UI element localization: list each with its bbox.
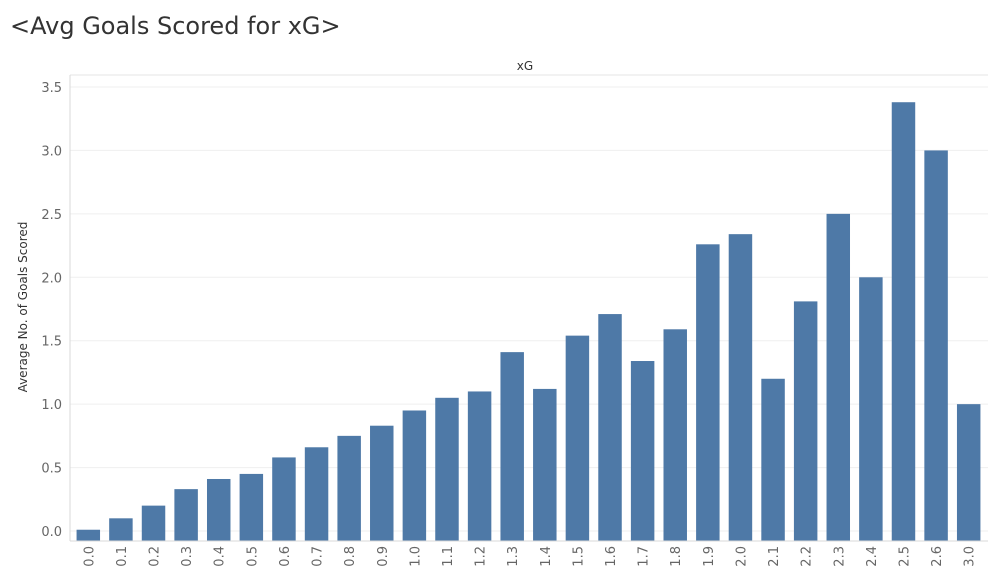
- y-axis-title: Average No. of Goals Scored: [16, 222, 30, 393]
- bar[interactable]: [76, 529, 101, 541]
- x-tick-label: 2.1: [767, 546, 782, 567]
- x-tick-label: 2.3: [832, 546, 847, 567]
- bar[interactable]: [565, 335, 590, 541]
- bar[interactable]: [272, 457, 296, 541]
- y-tick-label: 2.0: [41, 271, 62, 286]
- x-tick-label: 1.9: [702, 546, 717, 567]
- bar[interactable]: [435, 397, 459, 541]
- bar[interactable]: [141, 505, 166, 541]
- x-tick-label: 0.1: [115, 546, 130, 567]
- gridlines: [70, 86, 988, 532]
- y-tick-label: 3.5: [41, 81, 62, 96]
- x-tick-label: 2.5: [897, 546, 912, 567]
- x-tick-label: 1.5: [571, 546, 586, 567]
- bar[interactable]: [239, 473, 264, 541]
- bar[interactable]: [696, 244, 720, 541]
- x-axis-ticks: 0.0 0.1 0.2 0.3 0.4 0.5 0.6 0.7 0.8 0.9 1.0 1.1 1.2 1…: [82, 546, 977, 567]
- x-tick-label: 0.8: [343, 546, 358, 567]
- x-tick-label: 2.4: [865, 546, 880, 567]
- bar[interactable]: [956, 404, 981, 541]
- bar[interactable]: [109, 518, 133, 541]
- bar[interactable]: [793, 301, 818, 541]
- bar[interactable]: [761, 378, 785, 541]
- y-tick-label: 0.5: [41, 462, 62, 477]
- x-tick-label: 0.9: [376, 546, 391, 567]
- x-tick-label: 0.2: [148, 546, 163, 567]
- x-tick-label: 1.1: [441, 546, 456, 567]
- x-tick-label: 3.0: [963, 546, 978, 567]
- column-header: xG: [517, 59, 533, 73]
- x-tick-label: 0.6: [278, 546, 293, 567]
- x-tick-label: 1.3: [506, 546, 521, 567]
- bar[interactable]: [500, 352, 524, 541]
- x-tick-label: 2.2: [800, 546, 815, 567]
- x-tick-label: 1.6: [604, 546, 619, 567]
- bar[interactable]: [630, 361, 655, 541]
- bar[interactable]: [598, 314, 622, 541]
- bar[interactable]: [663, 329, 687, 541]
- x-tick-label: 2.6: [930, 546, 945, 567]
- x-tick-label: 0.4: [213, 546, 228, 567]
- bar[interactable]: [337, 435, 361, 541]
- x-tick-label: 0.7: [311, 546, 326, 567]
- bar[interactable]: [826, 213, 851, 541]
- bar[interactable]: [533, 388, 557, 541]
- y-tick-label: 1.0: [41, 398, 62, 413]
- bar[interactable]: [304, 447, 329, 541]
- y-tick-label: 3.0: [41, 144, 62, 159]
- bar[interactable]: [174, 489, 198, 541]
- bar[interactable]: [859, 277, 883, 541]
- bar[interactable]: [402, 410, 427, 541]
- y-axis-ticks: 0.0 0.5 1.0 1.5 2.0 2.5 3.0 3.5: [41, 81, 62, 540]
- x-tick-label: 2.0: [734, 546, 749, 567]
- bar[interactable]: [891, 102, 916, 542]
- bar[interactable]: [728, 234, 753, 541]
- bar[interactable]: [467, 391, 492, 541]
- x-tick-label: 1.7: [637, 546, 652, 567]
- x-tick-label: 0.0: [82, 546, 97, 567]
- y-tick-label: 1.5: [41, 335, 62, 350]
- bar[interactable]: [206, 478, 231, 541]
- y-tick-label: 2.5: [41, 208, 62, 223]
- x-tick-label: 1.8: [669, 546, 684, 567]
- x-tick-label: 1.2: [474, 546, 489, 567]
- x-tick-label: 1.4: [539, 546, 554, 567]
- x-tick-label: 0.3: [180, 546, 195, 567]
- bars: [76, 102, 981, 542]
- x-tick-label: 0.5: [245, 546, 260, 567]
- x-tick-label: 1.0: [408, 546, 423, 567]
- bar[interactable]: [924, 150, 948, 541]
- bar[interactable]: [370, 425, 394, 541]
- chart-title: <Avg Goals Scored for xG>: [10, 12, 341, 40]
- y-tick-label: 0.0: [41, 525, 62, 540]
